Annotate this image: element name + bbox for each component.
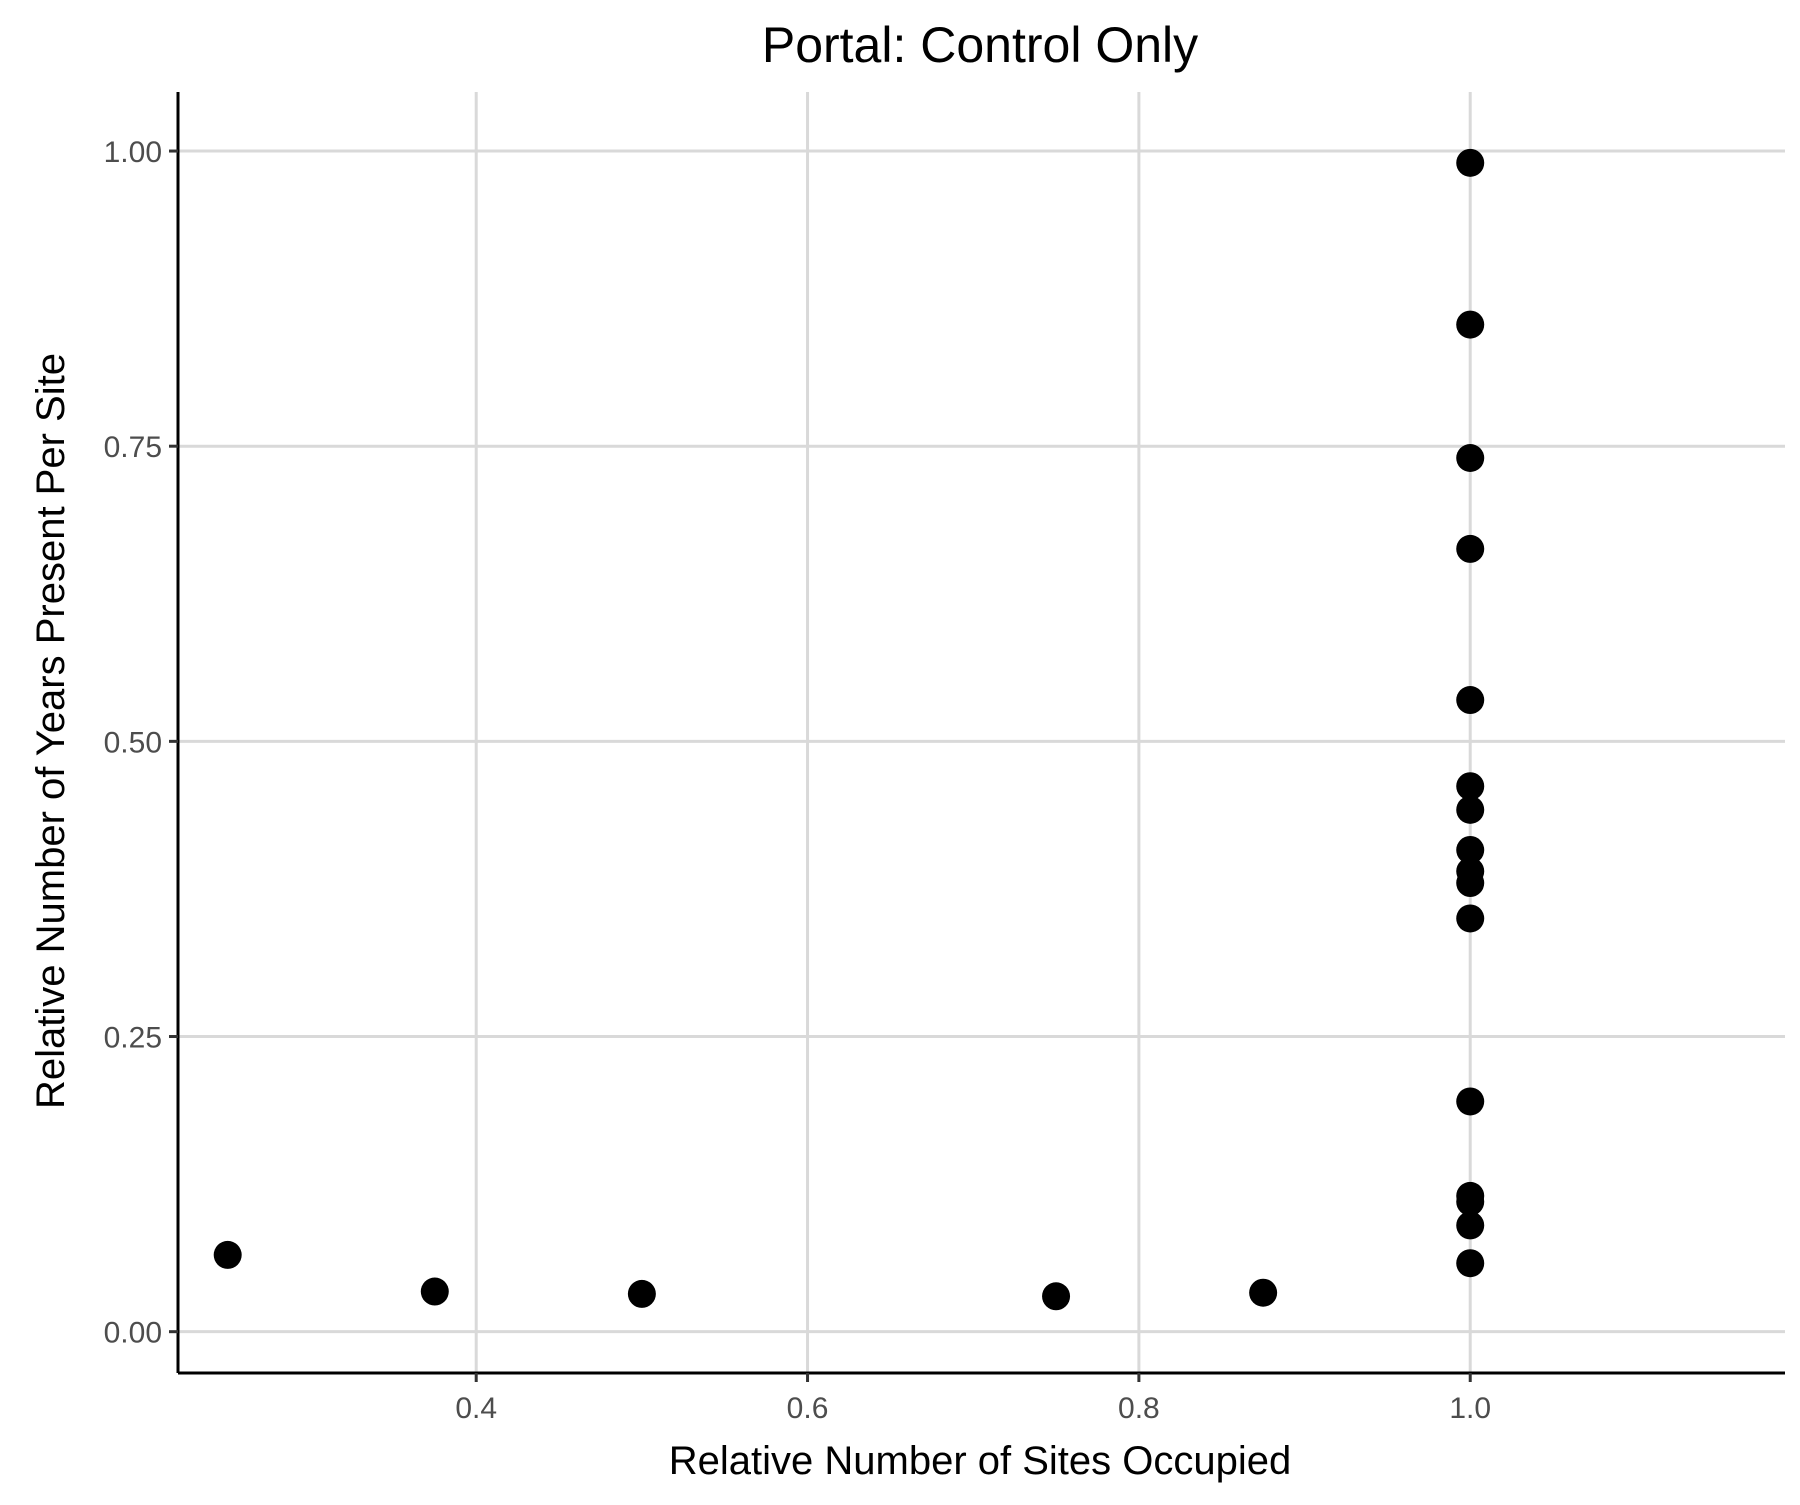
data-point-19 <box>1456 1211 1485 1240</box>
data-point-4 <box>1249 1278 1278 1307</box>
x-tick-label-0: 0.4 <box>455 1392 497 1425</box>
data-point-3 <box>1042 1282 1071 1311</box>
data-point-15 <box>1456 904 1485 933</box>
data-point-20 <box>1456 1249 1485 1278</box>
axis-layer <box>176 92 1785 1375</box>
data-point-8 <box>1456 534 1485 563</box>
data-point-1 <box>420 1277 449 1306</box>
y-tick-label-2: 0.50 <box>104 726 162 759</box>
y-tick-label-1: 0.25 <box>104 1022 162 1055</box>
x-tick-label-1: 0.6 <box>787 1392 829 1425</box>
data-point-12 <box>1456 835 1485 864</box>
y-tick-label-4: 1.00 <box>104 136 162 169</box>
tick-layer: 0.4 0.6 0.8 1.0 0.00 0.25 0.50 0.75 1.00 <box>104 136 1491 1425</box>
chart-title: Portal: Control Only <box>762 17 1198 73</box>
y-axis-label: Relative Number of Years Present Per Sit… <box>29 353 73 1109</box>
data-point-9 <box>1456 686 1485 715</box>
y-tick-label-0: 0.00 <box>104 1317 162 1350</box>
data-point-2 <box>627 1279 656 1308</box>
data-point-18 <box>1456 1187 1485 1216</box>
data-point-7 <box>1456 444 1485 472</box>
data-point-11 <box>1456 795 1485 824</box>
data-point-5 <box>1456 148 1485 177</box>
x-tick-label-3: 1.0 <box>1449 1392 1491 1425</box>
data-point-14 <box>1456 869 1485 898</box>
data-point-10 <box>1456 772 1485 801</box>
data-point-0 <box>213 1240 242 1269</box>
data-point-16 <box>1456 1087 1485 1116</box>
x-axis-label: Relative Number of Sites Occupied <box>669 1439 1292 1483</box>
x-tick-label-2: 0.8 <box>1118 1392 1160 1425</box>
y-tick-label-3: 0.75 <box>104 431 162 464</box>
data-point-6 <box>1456 310 1485 339</box>
point-layer <box>213 148 1485 1311</box>
grid-layer <box>178 92 1785 1373</box>
